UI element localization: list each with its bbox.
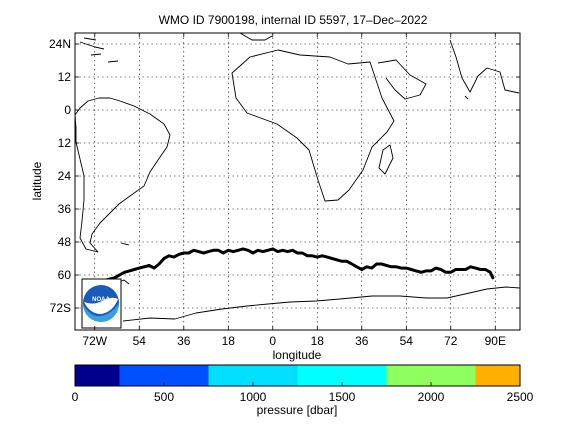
map-frame <box>74 32 521 331</box>
colorbar-segment <box>297 365 387 386</box>
coastlines <box>74 32 521 322</box>
lon-tick-label: 90E <box>485 334 506 348</box>
colorbar-ticks: 0 500 1000 1500 2000 2500 <box>72 382 534 404</box>
colorbar-tick-label: 500 <box>154 390 174 404</box>
colorbar-segment <box>208 365 298 386</box>
colorbar-segment <box>475 365 520 386</box>
latitude-ticks: 24N 12 0 12 24 36 48 60 72S <box>49 37 520 315</box>
lon-tick-label: 54 <box>133 334 147 348</box>
coastline-caribbean <box>79 37 119 63</box>
coastline-south-america <box>74 97 171 253</box>
colorbar-tick-label: 1000 <box>240 390 267 404</box>
colorbar-tick-label: 2000 <box>418 390 445 404</box>
lon-tick-label: 54 <box>400 334 414 348</box>
lat-tick-label: 12 <box>58 136 72 150</box>
colorbar-tick-label: 1500 <box>329 390 356 404</box>
y-axis-label: latitude <box>30 161 44 200</box>
lat-tick-label: 36 <box>58 202 72 216</box>
coastline-antarctica <box>122 286 521 322</box>
colorbar-tick-label: 2500 <box>507 390 534 404</box>
lon-tick-label: 0 <box>269 334 276 348</box>
coastline-africa <box>231 49 395 202</box>
colorbar-frame <box>74 364 521 387</box>
figure-title: WMO ID 7900198, internal ID 5597, 17–Dec… <box>159 13 428 27</box>
lon-tick-label: 36 <box>177 334 191 348</box>
coastline-madagascar <box>378 144 394 175</box>
coastline-arabia-india <box>377 39 520 100</box>
colorbar-segment <box>119 365 209 386</box>
lat-tick-label: 0 <box>64 103 71 117</box>
colorbar-segment <box>386 365 476 386</box>
map-panel: NOAA 72W 54 36 18 0 18 36 54 72 90E 24N 12 0 12 24 36 4… <box>49 32 521 348</box>
float-trajectory <box>93 247 495 288</box>
colorbar-label: pressure [dbar] <box>257 403 338 417</box>
lat-tick-label: 24N <box>49 37 71 51</box>
lat-tick-label: 24 <box>58 169 72 183</box>
lon-tick-label: 18 <box>311 334 325 348</box>
colorbar-segment <box>75 365 120 386</box>
longitude-ticks: 72W 54 36 18 0 18 36 54 72 90E <box>82 33 506 348</box>
coastline-europe-edge <box>239 32 273 41</box>
pressure-colorbar <box>74 364 521 387</box>
coastline-sri-lanka <box>464 95 469 100</box>
lon-tick-label: 72 <box>444 334 458 348</box>
lon-tick-label: 72W <box>82 334 107 348</box>
lon-tick-label: 18 <box>222 334 236 348</box>
noaa-logo-text: NOAA <box>92 297 110 303</box>
lat-tick-label: 12 <box>58 70 72 84</box>
lat-tick-label: 60 <box>58 268 72 282</box>
lat-tick-label: 72S <box>50 301 71 315</box>
map-gridlines <box>75 33 520 330</box>
x-axis-label: longitude <box>273 348 322 362</box>
lon-tick-label: 36 <box>355 334 369 348</box>
noaa-logo: NOAA <box>81 278 122 329</box>
colorbar-tick-label: 0 <box>72 390 79 404</box>
lat-tick-label: 48 <box>58 235 72 249</box>
coastline-south-georgia <box>120 242 130 246</box>
